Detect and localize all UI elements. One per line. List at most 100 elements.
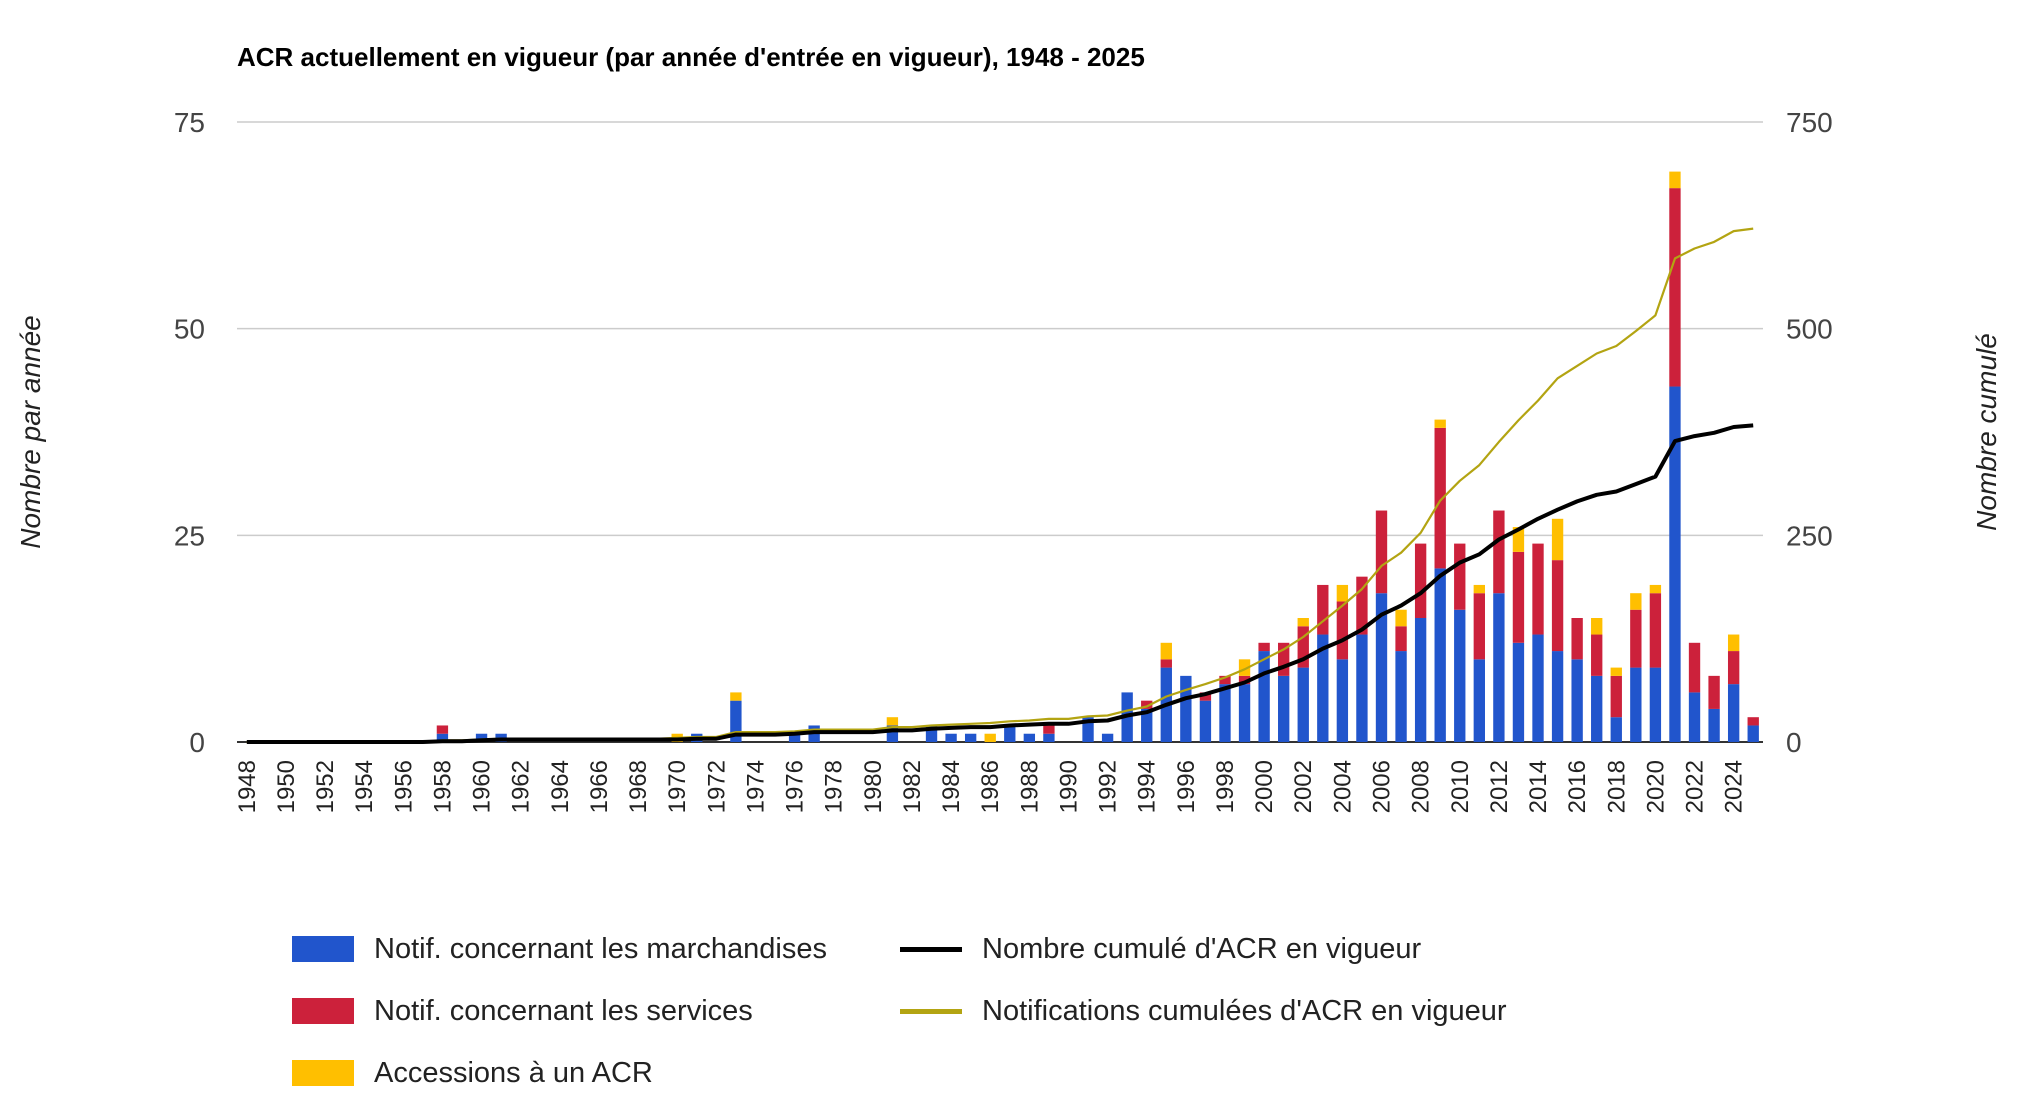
bar-goods[interactable] [1278, 675, 1290, 742]
bar-goods[interactable] [1141, 708, 1153, 742]
bar-services[interactable] [1688, 642, 1701, 693]
bar-accessions[interactable] [1591, 618, 1603, 635]
bar-goods[interactable] [886, 725, 899, 742]
legend-item-accessions[interactable]: Accessions à un ACR [292, 1054, 900, 1092]
bar-accessions[interactable] [1649, 584, 1662, 594]
bar-accessions[interactable] [1512, 527, 1525, 552]
bar-services[interactable] [1532, 543, 1544, 635]
bar-goods[interactable] [1493, 593, 1505, 742]
bar-services[interactable] [1512, 551, 1525, 643]
bar-goods[interactable] [1512, 642, 1525, 742]
bar-goods[interactable] [1336, 659, 1349, 742]
bar-goods[interactable] [730, 700, 742, 742]
bar-services[interactable] [1160, 659, 1172, 668]
bar-goods[interactable] [1199, 700, 1212, 742]
bar-goods[interactable] [1727, 684, 1740, 742]
bar-goods[interactable] [1043, 733, 1055, 742]
bar-goods[interactable] [436, 733, 449, 742]
bar-services[interactable] [1141, 700, 1153, 709]
bar-goods[interactable] [1708, 708, 1720, 742]
bar-services[interactable] [1356, 576, 1368, 635]
bar-goods[interactable] [1454, 609, 1466, 742]
bar-goods[interactable] [475, 733, 488, 742]
bar-goods[interactable] [1669, 386, 1681, 742]
bar-goods[interactable] [1258, 651, 1270, 742]
bar-services[interactable] [1199, 692, 1212, 701]
bar-goods[interactable] [1219, 684, 1231, 742]
legend-item-goods[interactable]: Notif. concernant les marchandises [292, 930, 900, 968]
legend-item-services[interactable]: Notif. concernant les services [292, 992, 900, 1030]
bar-services[interactable] [1649, 593, 1662, 668]
bar-goods[interactable] [1551, 651, 1564, 742]
bar-goods[interactable] [1434, 568, 1446, 742]
bar-goods[interactable] [1356, 634, 1368, 742]
bar-goods[interactable] [964, 733, 977, 742]
bar-goods[interactable] [1004, 725, 1016, 742]
bar-goods[interactable] [1532, 634, 1544, 742]
bar-services[interactable] [1454, 543, 1466, 610]
bar-services[interactable] [1434, 427, 1446, 569]
bar-goods[interactable] [1180, 675, 1192, 742]
bar-services[interactable] [1414, 543, 1427, 618]
bar-services[interactable] [1708, 675, 1720, 709]
bar-goods[interactable] [788, 733, 801, 742]
bar-services[interactable] [1219, 675, 1231, 685]
bar-accessions[interactable] [1669, 171, 1681, 189]
bar-goods[interactable] [1610, 717, 1622, 742]
bar-accessions[interactable] [984, 733, 996, 742]
bar-goods[interactable] [1688, 692, 1701, 742]
bar-accessions[interactable] [1473, 584, 1485, 594]
bar-services[interactable] [1238, 675, 1251, 685]
legend-item-cumulative-notifications[interactable]: Notifications cumulées d'ACR en vigueur [900, 992, 1507, 1030]
bar-goods[interactable] [1375, 593, 1388, 742]
bar-accessions[interactable] [1434, 419, 1446, 428]
bar-accessions[interactable] [730, 692, 742, 701]
bar-services[interactable] [1571, 618, 1583, 660]
bar-accessions[interactable] [1727, 634, 1740, 652]
bar-services[interactable] [1375, 510, 1388, 594]
bar-services[interactable] [1317, 584, 1329, 635]
bar-goods[interactable] [925, 725, 938, 742]
bar-services[interactable] [436, 725, 449, 734]
bar-goods[interactable] [1101, 733, 1114, 742]
bar-services[interactable] [1473, 593, 1485, 660]
bar-accessions[interactable] [1630, 593, 1642, 610]
bar-services[interactable] [1551, 560, 1564, 652]
bar-goods[interactable] [945, 733, 957, 742]
bar-accessions[interactable] [1297, 618, 1309, 627]
line-cumulative-rta[interactable] [246, 423, 1754, 744]
bar-goods[interactable] [1747, 725, 1759, 742]
bar-accessions[interactable] [1395, 609, 1407, 627]
bar-services[interactable] [1727, 651, 1740, 685]
bar-goods[interactable] [1395, 651, 1407, 742]
bar-services[interactable] [1043, 725, 1055, 734]
bar-accessions[interactable] [1160, 642, 1172, 660]
bar-goods[interactable] [1297, 667, 1309, 742]
bar-accessions[interactable] [1610, 667, 1622, 676]
bar-services[interactable] [1297, 626, 1309, 668]
bar-goods[interactable] [1591, 675, 1603, 742]
bar-services[interactable] [1669, 188, 1681, 387]
line-cumulative-notifications[interactable] [246, 227, 1754, 744]
bar-goods[interactable] [1571, 659, 1583, 742]
bar-services[interactable] [1278, 642, 1290, 676]
bar-goods[interactable] [1317, 634, 1329, 742]
bar-services[interactable] [1630, 609, 1642, 668]
bar-services[interactable] [1610, 675, 1622, 718]
bar-accessions[interactable] [886, 717, 899, 726]
bar-goods[interactable] [1649, 667, 1662, 742]
bar-goods[interactable] [1473, 659, 1485, 742]
bar-goods[interactable] [1238, 684, 1251, 742]
bar-services[interactable] [1747, 717, 1759, 726]
bar-goods[interactable] [1023, 733, 1036, 742]
bar-accessions[interactable] [1238, 659, 1251, 676]
bar-accessions[interactable] [1551, 518, 1564, 561]
bar-goods[interactable] [1082, 717, 1094, 742]
bar-services[interactable] [1591, 634, 1603, 676]
legend-item-cumulative-rta[interactable]: Nombre cumulé d'ACR en vigueur [900, 930, 1500, 968]
bar-goods[interactable] [1630, 667, 1642, 742]
bar-goods[interactable] [1414, 618, 1427, 742]
bar-accessions[interactable] [1336, 584, 1349, 602]
bar-services[interactable] [1493, 510, 1505, 594]
bar-services[interactable] [1258, 642, 1270, 652]
